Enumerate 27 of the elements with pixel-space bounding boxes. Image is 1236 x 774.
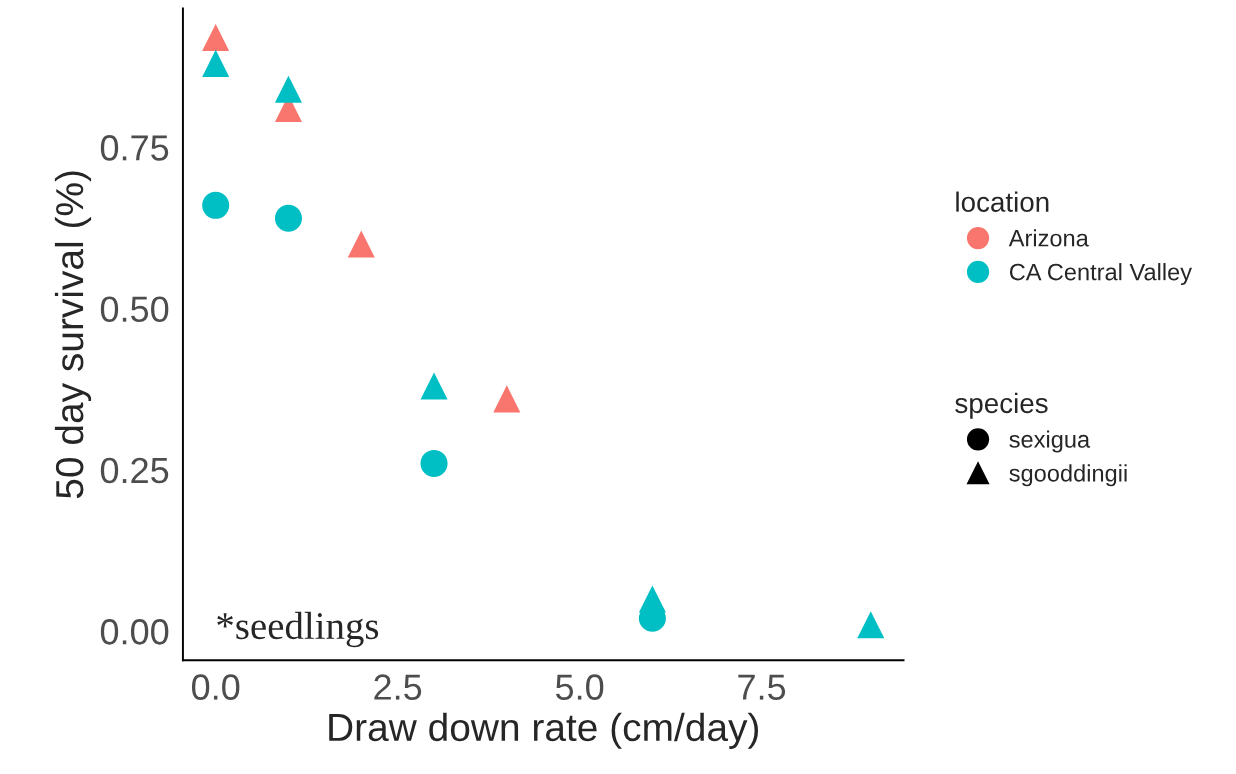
point [274,75,303,103]
y-tick-label: 0.50 [100,296,169,322]
text: sexigua [1009,430,1091,453]
point [493,385,521,413]
text: location [956,191,1049,212]
legend-label: CA Central Valley [1009,263,1192,286]
y-tick-label: 0.25 [100,457,169,484]
point [420,372,448,400]
legend-label: Arizona [1008,229,1089,247]
annotation: *seedlings [217,611,379,648]
x-tick-label: 2.5 [374,674,422,700]
x-tick-label: 0.0 [192,674,240,700]
text: sgooddingii [1009,464,1127,487]
x-tick-label: 7.5 [738,674,786,700]
point [202,24,230,52]
x-axis-title: Draw down rate (cm/day) [329,712,759,749]
point [202,191,230,219]
point [347,230,375,258]
point [857,611,885,639]
y-tick-label: 0.75 [100,135,169,161]
point [274,204,303,232]
y-axis-title: 50 day survival (%) [54,171,92,499]
x-tick-label: 5.0 [555,674,604,700]
text: species [955,392,1048,419]
point [420,449,448,477]
point [202,49,230,77]
y-tick-label: 0.00 [100,619,169,645]
